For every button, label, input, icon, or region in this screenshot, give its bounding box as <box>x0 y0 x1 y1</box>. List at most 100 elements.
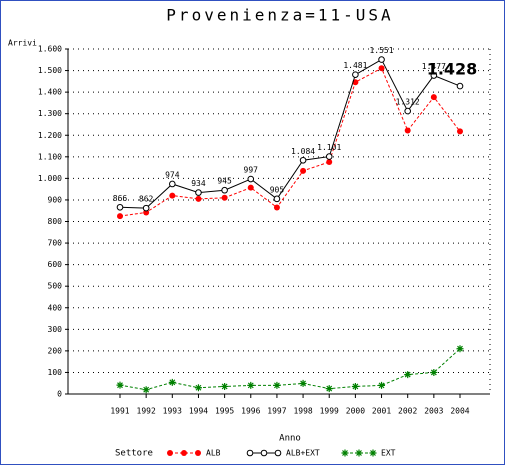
data-point <box>378 65 385 72</box>
data-label: 1.084 <box>291 147 315 156</box>
data-point <box>352 71 359 78</box>
y-tick-label: 400 <box>48 303 63 312</box>
y-tick-label: 100 <box>48 368 63 377</box>
x-tick-label: 1998 <box>293 407 312 416</box>
data-point <box>142 386 150 394</box>
y-tick-label: 800 <box>48 217 63 226</box>
legend-label: ALB <box>206 449 221 458</box>
data-point <box>116 381 124 389</box>
data-point <box>273 204 280 211</box>
series-line <box>119 58 461 209</box>
data-label: 862 <box>139 195 154 204</box>
x-tick-label: 2002 <box>398 407 417 416</box>
data-point <box>195 195 202 202</box>
legend-marker <box>195 450 201 456</box>
data-label: 974 <box>165 170 180 179</box>
x-tick-label: 2000 <box>346 407 365 416</box>
data-label: 934 <box>191 179 206 188</box>
data-point <box>273 195 281 203</box>
x-tick-label: 2004 <box>450 407 469 416</box>
y-tick-label: 0 <box>57 390 62 399</box>
data-point <box>273 381 281 389</box>
data-label: 945 <box>217 177 232 186</box>
series-line <box>119 67 461 217</box>
data-point <box>326 158 333 165</box>
data-point <box>247 381 255 389</box>
y-tick-label: 700 <box>48 239 63 248</box>
legend-marker <box>369 449 377 457</box>
legend-marker <box>355 449 363 457</box>
legend-label: ALB+EXT <box>286 449 320 458</box>
y-tick-label: 1.200 <box>38 131 62 140</box>
legend-marker <box>181 450 187 456</box>
data-point <box>116 203 124 211</box>
data-point <box>221 186 228 194</box>
data-label: 1.101 <box>317 143 341 152</box>
y-tick-label: 1.000 <box>38 174 62 183</box>
data-point <box>325 385 333 393</box>
x-tick-label: 1999 <box>320 407 339 416</box>
x-tick-label: 1994 <box>189 407 208 416</box>
data-point <box>221 382 229 390</box>
data-point <box>194 384 202 392</box>
data-point <box>404 127 411 134</box>
y-tick-label: 1.300 <box>38 109 62 118</box>
y-tick-label: 600 <box>48 260 63 269</box>
data-label: 997 <box>244 166 259 175</box>
y-tick-label: 900 <box>48 195 63 204</box>
y-tick-label: 1.500 <box>38 66 62 75</box>
data-point <box>430 94 437 101</box>
data-point <box>300 167 307 174</box>
x-tick-label: 2003 <box>424 407 443 416</box>
data-point <box>169 192 176 199</box>
data-label: 866 <box>113 194 128 203</box>
y-tick-label: 1.600 <box>38 45 62 54</box>
data-point <box>247 184 254 191</box>
data-label: 1.551 <box>369 46 393 55</box>
data-point <box>169 180 176 188</box>
x-tick-label: 1996 <box>241 407 260 416</box>
data-point <box>221 194 228 201</box>
y-tick-label: 1.100 <box>38 152 62 161</box>
data-label: 1.312 <box>396 98 420 107</box>
data-point <box>430 368 438 376</box>
chart-title: Provenienza=11-USA <box>166 6 393 25</box>
y-tick-label: 500 <box>48 282 63 291</box>
data-point <box>378 381 386 389</box>
legend-title: Settore <box>115 449 153 459</box>
data-point <box>299 156 307 164</box>
data-label: 905 <box>270 185 285 194</box>
data-point <box>351 382 359 390</box>
data-point <box>195 189 202 196</box>
data-point <box>325 153 333 160</box>
legend-marker <box>246 449 254 457</box>
legend-marker <box>341 449 349 457</box>
x-tick-label: 1995 <box>215 407 234 416</box>
data-point <box>247 175 255 183</box>
data-point <box>299 379 307 387</box>
legend-marker <box>167 450 173 456</box>
data-label: 1.428 <box>427 60 478 79</box>
x-tick-label: 1992 <box>137 407 156 416</box>
data-point <box>378 56 385 63</box>
data-point <box>430 72 438 79</box>
data-point <box>168 378 176 386</box>
legend-marker <box>260 449 268 457</box>
x-tick-label: 1991 <box>110 407 129 416</box>
x-tick-label: 1993 <box>163 407 182 416</box>
legend-marker <box>274 449 282 457</box>
y-tick-label: 1.400 <box>38 88 62 97</box>
data-point <box>457 128 463 135</box>
data-point <box>456 345 464 353</box>
x-tick-label: 2001 <box>372 407 391 416</box>
x-tick-label: 1997 <box>267 407 286 416</box>
data-point <box>117 213 123 220</box>
y-tick-label: 200 <box>48 346 63 355</box>
data-label: 1.477 <box>422 62 446 71</box>
data-label: 1.481 <box>343 61 367 70</box>
data-point <box>142 204 150 212</box>
data-point <box>404 371 412 379</box>
legend-label: EXT <box>381 449 396 458</box>
data-point <box>456 82 464 90</box>
x-axis-label: Anno <box>279 434 301 444</box>
